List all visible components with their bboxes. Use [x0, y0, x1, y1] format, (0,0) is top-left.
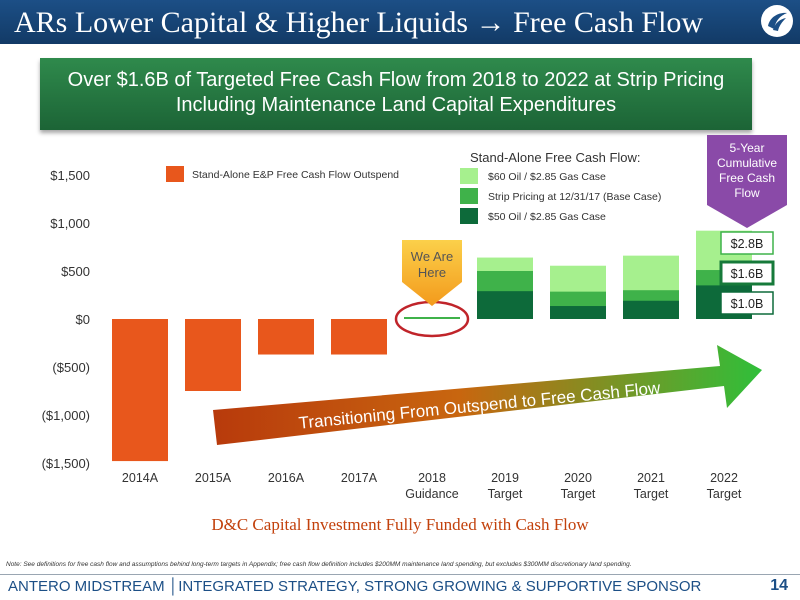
cumulative-callout-shape	[707, 135, 787, 228]
cumulative-callout-text: 5-Year	[730, 141, 765, 155]
footnote: Note: See definitions for free cash flow…	[6, 561, 632, 568]
banner-line-1: Over $1.6B of Targeted Free Cash Flow fr…	[67, 69, 725, 91]
y-tick-label: $0	[76, 312, 90, 327]
callout-text-line2: Here	[418, 265, 446, 280]
x-tick-label: 2019	[491, 471, 519, 485]
legend-label-outspend: Stand-Alone E&P Free Cash Flow Outspend	[192, 169, 399, 181]
fcf-bar	[550, 306, 606, 319]
legend-label-fcf: $50 Oil / $2.85 Gas Case	[488, 211, 606, 223]
cumulative-value-label: $1.0B	[731, 297, 764, 311]
slide-title: ARs Lower Capital & Higher Liquids → Fre…	[14, 6, 704, 39]
x-tick-label: 2018	[418, 471, 446, 485]
legend-label-fcf: Strip Pricing at 12/31/17 (Base Case)	[488, 191, 661, 203]
outspend-bar	[331, 319, 387, 355]
x-tick-label: 2015A	[195, 471, 232, 485]
headline-banner: Over $1.6B of Targeted Free Cash Flow fr…	[40, 58, 752, 130]
cumulative-callout-text: Cumulative	[717, 156, 777, 170]
x-tick-label: 2017A	[341, 471, 378, 485]
page-number: 14	[770, 577, 788, 594]
legend-swatch-outspend	[166, 166, 184, 182]
callout-shape	[402, 240, 462, 306]
x-tick-label: Target	[561, 487, 596, 501]
footer-label: ANTERO MIDSTREAM │INTEGRATED STRATEGY, S…	[8, 578, 702, 595]
x-tick-label: 2022	[710, 471, 738, 485]
title-bar: ARs Lower Capital & Higher Liquids → Fre…	[0, 0, 800, 44]
y-tick-label: $1,000	[50, 216, 90, 231]
free-cash-flow-chart: $1,500 $1,000 $500 $0 ($500) ($1,000) ($1,500)…	[42, 135, 787, 534]
cumulative-value-label: $2.8B	[731, 237, 764, 251]
fcf-bar	[623, 300, 679, 319]
y-tick-label: ($1,500)	[42, 456, 90, 471]
legend-swatch-fcf	[460, 188, 478, 204]
cumulative-callout-text: Free Cash	[719, 171, 775, 185]
x-tick-label: 2016A	[268, 471, 305, 485]
x-tick-label: 2014A	[122, 471, 159, 485]
callout-text-line1: We Are	[411, 249, 453, 264]
y-tick-label: $1,500	[50, 168, 90, 183]
footer-divider	[0, 574, 800, 575]
transition-arrow	[213, 345, 762, 445]
x-tick-label: 2021	[637, 471, 665, 485]
y-tick-label: ($1,000)	[42, 408, 90, 423]
x-tick-label: Target	[488, 487, 523, 501]
flame-logo-icon	[761, 5, 793, 37]
legend-swatch-fcf	[460, 168, 478, 184]
legend-label-fcf: $60 Oil / $2.85 Gas Case	[488, 171, 606, 183]
banner-line-2: Including Maintenance Land Capital Expen…	[175, 94, 617, 116]
cumulative-value-box	[720, 291, 774, 315]
outspend-bar	[185, 319, 241, 391]
outspend-bar	[112, 319, 168, 462]
x-tick-label: Target	[707, 487, 742, 501]
cumulative-callout-text: Flow	[734, 186, 760, 200]
x-tick-label: Guidance	[405, 487, 459, 501]
outspend-bar	[258, 319, 314, 355]
fcf-bar	[477, 291, 533, 319]
legend-swatch-fcf	[460, 208, 478, 224]
y-tick-label: $500	[61, 264, 90, 279]
chart-subtitle: D&C Capital Investment Fully Funded with…	[211, 515, 589, 534]
cumulative-value-box	[719, 260, 775, 286]
x-tick-label: Target	[634, 487, 669, 501]
cumulative-value-label: $1.6B	[731, 267, 764, 281]
cumulative-value-box	[720, 231, 774, 255]
x-tick-label: 2020	[564, 471, 592, 485]
y-tick-label: ($500)	[52, 360, 90, 375]
legend-title-fcf: Stand-Alone Free Cash Flow:	[470, 150, 641, 165]
